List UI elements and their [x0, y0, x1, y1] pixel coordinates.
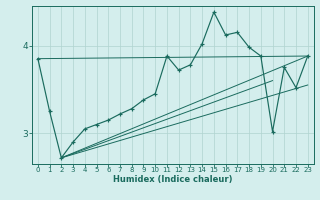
X-axis label: Humidex (Indice chaleur): Humidex (Indice chaleur)	[113, 175, 233, 184]
